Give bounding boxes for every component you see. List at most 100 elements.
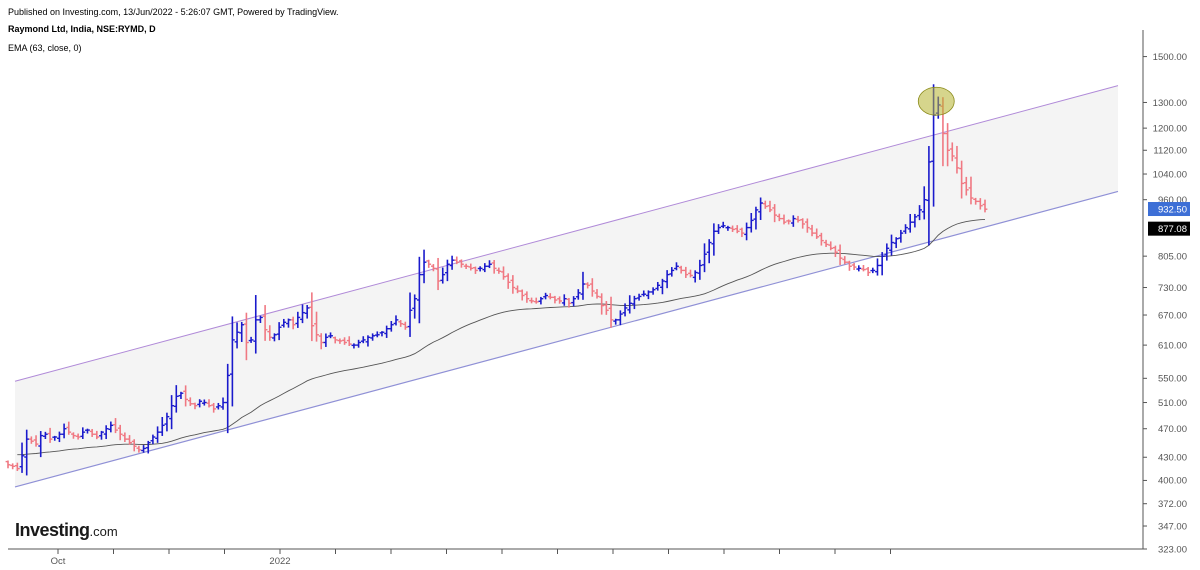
bar-down bbox=[786, 219, 792, 225]
bar-down bbox=[75, 433, 81, 440]
bar-up bbox=[889, 234, 894, 256]
bar-up bbox=[150, 434, 156, 445]
bar-down bbox=[66, 421, 72, 435]
bar-up bbox=[650, 287, 656, 295]
bar-up bbox=[917, 205, 922, 221]
bar-down bbox=[113, 418, 118, 434]
bar-down bbox=[776, 213, 782, 222]
bar-up bbox=[477, 266, 483, 272]
bar-down bbox=[94, 430, 100, 440]
bar-up bbox=[716, 224, 721, 234]
bar-up bbox=[197, 399, 203, 408]
bar-up bbox=[907, 213, 913, 233]
bar-down bbox=[267, 325, 273, 341]
bar-up bbox=[870, 267, 876, 274]
bar-up bbox=[52, 435, 58, 441]
bar-up bbox=[276, 322, 282, 341]
bar-down bbox=[262, 305, 268, 341]
bar-down bbox=[739, 227, 745, 238]
bar-up bbox=[538, 296, 544, 305]
bar-down bbox=[959, 160, 965, 199]
channel-fill bbox=[15, 85, 1118, 487]
bar-down bbox=[800, 218, 806, 229]
bar-up bbox=[449, 255, 455, 270]
bar-down bbox=[529, 297, 534, 304]
bar-up bbox=[295, 311, 301, 328]
price-tick-label: 805.00 bbox=[1158, 251, 1187, 262]
bar-up bbox=[580, 271, 586, 300]
bar-up bbox=[571, 296, 577, 307]
bar-up bbox=[487, 260, 492, 269]
bar-down bbox=[865, 267, 871, 276]
bar-up bbox=[99, 430, 104, 440]
bar-down bbox=[71, 432, 76, 439]
price-tick-label: 510.00 bbox=[1158, 398, 1187, 409]
bar-down bbox=[734, 225, 740, 234]
bar-down bbox=[496, 267, 502, 274]
bar-up bbox=[220, 397, 226, 410]
peak-highlight-ellipse bbox=[917, 86, 955, 116]
bar-down bbox=[730, 225, 735, 232]
bar-up bbox=[229, 316, 235, 407]
bar-up bbox=[360, 336, 366, 344]
price-tick-label: 1500.00 bbox=[1153, 52, 1187, 63]
bar-up bbox=[660, 278, 665, 295]
bar-down bbox=[585, 282, 591, 289]
bar-up bbox=[440, 267, 446, 284]
bar-up bbox=[384, 325, 390, 338]
bar-down bbox=[510, 275, 516, 294]
price-tick-label: 730.00 bbox=[1158, 283, 1187, 294]
bar-up bbox=[258, 315, 263, 323]
bar-up bbox=[19, 442, 25, 473]
bar-up bbox=[379, 331, 385, 337]
bar-up bbox=[300, 304, 305, 324]
bar-up bbox=[561, 294, 567, 306]
bar-down bbox=[547, 293, 553, 300]
bar-up bbox=[575, 289, 581, 300]
bar-up bbox=[24, 429, 30, 476]
price-tick-label: 960.00 bbox=[1158, 195, 1187, 206]
bar-down bbox=[566, 297, 572, 308]
bar-up bbox=[875, 258, 880, 276]
bar-down bbox=[804, 218, 810, 233]
bar-up bbox=[173, 385, 179, 413]
bar-down bbox=[346, 336, 352, 346]
bar-up bbox=[80, 427, 86, 439]
bar-up bbox=[286, 318, 291, 328]
bar-up bbox=[351, 343, 357, 349]
bar-down bbox=[89, 428, 95, 437]
highlight-group bbox=[917, 86, 955, 116]
price-tick-label: 1200.00 bbox=[1153, 123, 1187, 134]
bar-down bbox=[823, 239, 829, 247]
bar-down bbox=[833, 245, 838, 257]
ema-value-label: 877.08 bbox=[1158, 224, 1187, 235]
bar-up bbox=[884, 243, 890, 261]
price-tick-label: 670.00 bbox=[1158, 310, 1187, 321]
bar-down bbox=[982, 199, 988, 213]
axes: 1500.00 1300.00 1200.00 1120.00 1040.00 960.0… bbox=[8, 30, 1190, 567]
bar-up bbox=[748, 212, 754, 233]
bar-up bbox=[159, 416, 165, 436]
channel-lower-line bbox=[14, 190, 1119, 488]
bar-down bbox=[47, 427, 53, 443]
bar-up bbox=[636, 293, 642, 301]
bar-up bbox=[169, 395, 175, 430]
bar-down bbox=[309, 292, 315, 342]
bar-down bbox=[459, 259, 464, 268]
time-tick-label: 2022 bbox=[269, 556, 290, 567]
bar-up bbox=[178, 391, 184, 400]
bar-up bbox=[856, 265, 862, 272]
bar-down bbox=[131, 439, 137, 452]
bar-down bbox=[678, 265, 684, 274]
bar-down bbox=[430, 264, 436, 272]
bar-down bbox=[552, 295, 558, 304]
bar-down bbox=[206, 399, 212, 408]
bar-up bbox=[407, 292, 413, 337]
logo-suffix: .com bbox=[89, 524, 118, 539]
bar-down bbox=[33, 435, 39, 447]
bar-down bbox=[192, 402, 198, 410]
bar-down bbox=[454, 256, 460, 265]
bar-down bbox=[398, 320, 404, 327]
bar-up bbox=[692, 270, 698, 283]
